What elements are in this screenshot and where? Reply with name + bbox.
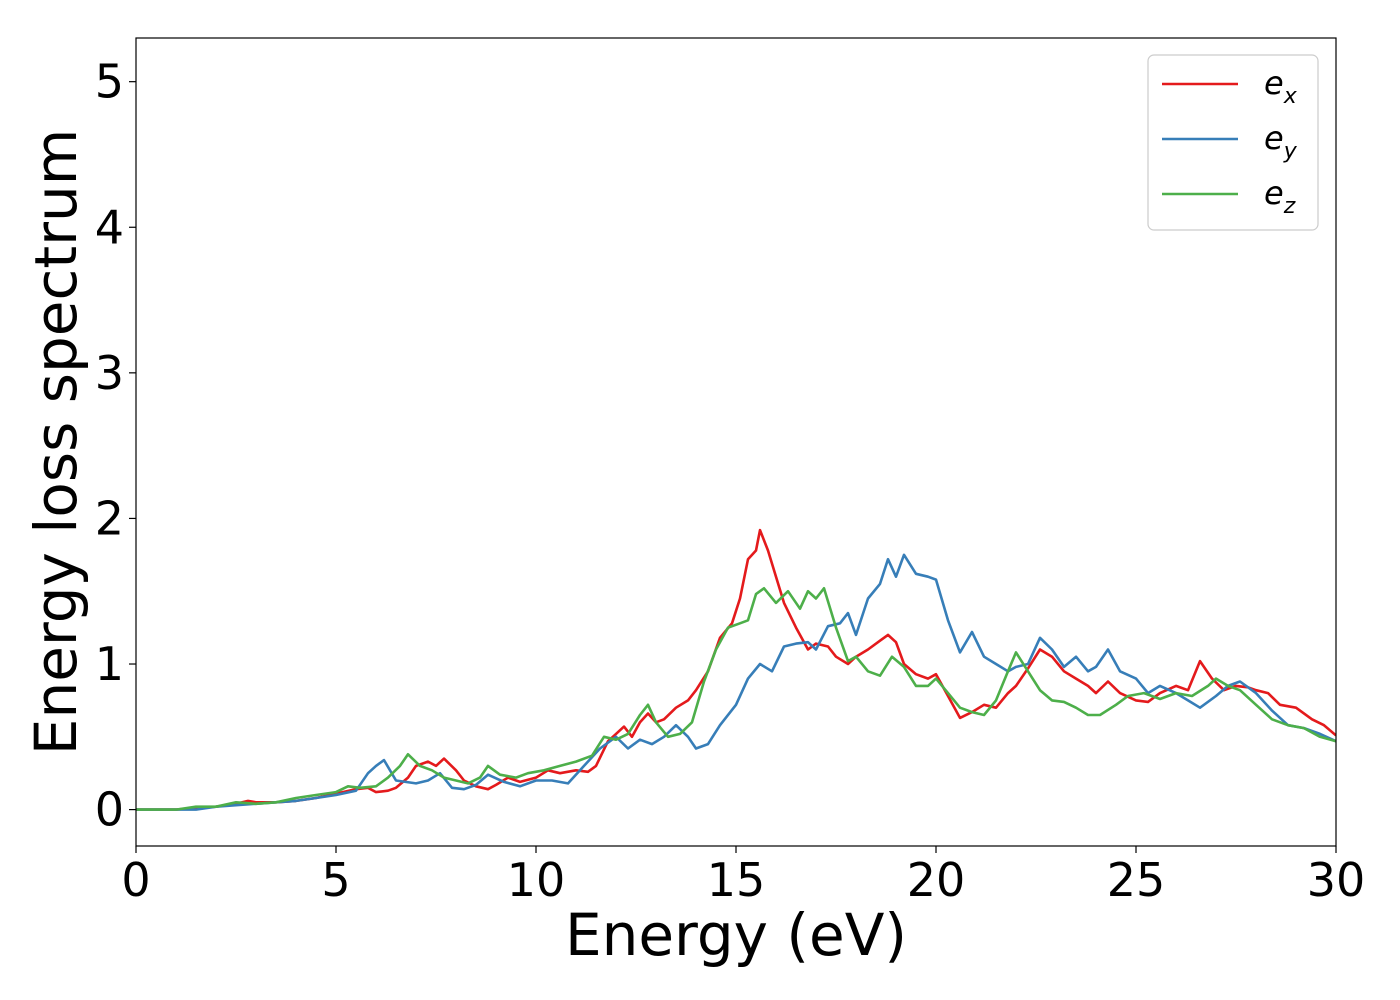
y-axis-title: Energy loss spectrum [22,129,90,755]
legend-label-main: e [1264,119,1284,157]
y-tick-label: 4 [95,200,124,254]
x-tick-label: 15 [707,853,766,907]
x-tick-label: 25 [1107,853,1166,907]
series-line-x [136,528,1336,811]
y-tick-label: 0 [95,783,124,837]
legend-label-sub: z [1283,194,1296,219]
x-axis: 0 5 10 15 20 25 30 [121,846,1365,907]
series-line-y [136,553,1336,811]
legend-label-main: e [1264,64,1284,102]
y-tick-label: 2 [95,491,124,545]
x-axis-title: Energy (eV) [565,901,907,969]
legend-label-y: ey [1264,119,1298,164]
x-tick-label: 30 [1307,853,1366,907]
legend-label-x: ex [1264,64,1298,109]
legend-label-main: e [1264,174,1284,212]
x-tick-label: 0 [121,853,150,907]
legend-box [1147,54,1319,231]
x-tick-label: 20 [907,853,966,907]
series-line-z [136,587,1336,811]
legend-label-z: ez [1264,174,1296,219]
y-tick-label: 1 [95,637,124,691]
y-tick-label: 3 [95,346,124,400]
y-tick-label: 5 [95,55,124,109]
x-tick-label: 5 [321,853,350,907]
y-axis: 0 1 2 3 4 5 [95,55,136,837]
series-layer [136,528,1336,811]
legend-label-sub: x [1283,84,1298,109]
x-tick-label: 10 [507,853,566,907]
legend-label-sub: y [1283,139,1298,164]
